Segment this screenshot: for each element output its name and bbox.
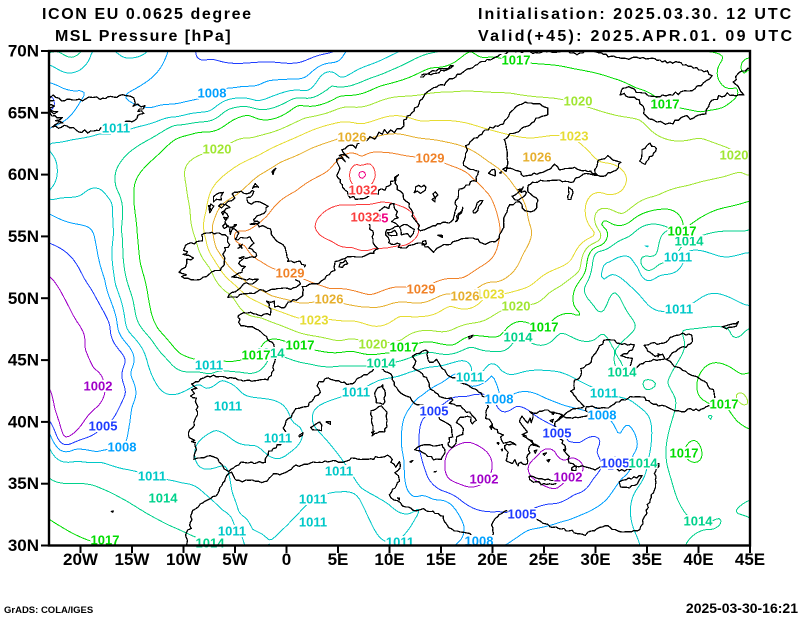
svg-text:1008: 1008 — [198, 86, 227, 101]
svg-text:1017: 1017 — [91, 533, 120, 548]
svg-text:1011: 1011 — [590, 386, 618, 401]
svg-text:30N: 30N — [8, 536, 39, 555]
svg-text:1002: 1002 — [84, 379, 113, 394]
svg-text:20W: 20W — [63, 550, 99, 569]
svg-text:1008: 1008 — [108, 440, 137, 455]
svg-text:50N: 50N — [8, 289, 39, 308]
svg-text:70N: 70N — [8, 42, 39, 61]
svg-text:1011: 1011 — [102, 121, 130, 136]
svg-text:1026: 1026 — [523, 150, 552, 165]
svg-text:5W: 5W — [222, 550, 248, 569]
svg-text:1020: 1020 — [564, 94, 593, 109]
svg-text:45E: 45E — [735, 550, 765, 569]
svg-text:1017: 1017 — [651, 97, 680, 112]
svg-text:1014: 1014 — [675, 234, 705, 249]
svg-text:1029: 1029 — [276, 266, 305, 281]
svg-text:1011: 1011 — [664, 250, 692, 265]
svg-text:40E: 40E — [683, 550, 713, 569]
svg-text:30E: 30E — [580, 550, 610, 569]
svg-text:1029: 1029 — [416, 151, 445, 166]
svg-text:1011: 1011 — [214, 399, 242, 414]
svg-text:65N: 65N — [8, 103, 39, 122]
svg-text:5E: 5E — [328, 550, 349, 569]
svg-text:1014: 1014 — [196, 536, 226, 551]
svg-text:20E: 20E — [477, 550, 507, 569]
svg-text:1011: 1011 — [264, 431, 292, 446]
svg-text:1026: 1026 — [451, 289, 480, 304]
svg-text:1011: 1011 — [299, 492, 327, 507]
svg-text:1020: 1020 — [359, 337, 388, 352]
svg-text:1023: 1023 — [476, 287, 505, 302]
svg-text:15W: 15W — [115, 550, 151, 569]
svg-text:1017: 1017 — [670, 446, 699, 461]
svg-text:1005: 1005 — [543, 426, 572, 441]
svg-text:1014: 1014 — [367, 356, 397, 371]
svg-text:1026: 1026 — [315, 292, 344, 307]
svg-text:1008: 1008 — [588, 408, 617, 423]
svg-text:1011: 1011 — [325, 464, 353, 479]
svg-text:1014: 1014 — [629, 456, 659, 471]
svg-text:0: 0 — [282, 550, 291, 569]
svg-text:1020: 1020 — [502, 299, 531, 314]
svg-text:25E: 25E — [529, 550, 559, 569]
svg-text:1005: 1005 — [89, 419, 118, 434]
svg-text:1017: 1017 — [390, 340, 419, 355]
svg-text:1014: 1014 — [684, 514, 714, 529]
svg-text:40N: 40N — [8, 412, 39, 431]
svg-text:1014: 1014 — [149, 491, 179, 506]
svg-text:1017: 1017 — [286, 338, 315, 353]
svg-text:1011: 1011 — [342, 385, 370, 400]
svg-text:1020: 1020 — [720, 148, 749, 163]
svg-text:1014: 1014 — [504, 330, 534, 345]
svg-text:55N: 55N — [8, 227, 39, 246]
svg-text:1011: 1011 — [195, 358, 223, 373]
svg-text:1008: 1008 — [485, 392, 514, 407]
svg-text:60N: 60N — [8, 165, 39, 184]
svg-text:1005: 1005 — [508, 507, 537, 522]
svg-text:1005: 1005 — [601, 456, 630, 471]
svg-text:1017: 1017 — [530, 320, 559, 335]
svg-text:1017: 1017 — [668, 224, 697, 239]
svg-text:1023: 1023 — [300, 313, 329, 328]
svg-text:1002: 1002 — [470, 472, 499, 487]
svg-text:15E: 15E — [426, 550, 456, 569]
svg-text:1011: 1011 — [299, 515, 327, 530]
svg-text:1002: 1002 — [554, 470, 583, 485]
svg-text:10W: 10W — [166, 550, 202, 569]
svg-text:35N: 35N — [8, 474, 39, 493]
svg-text:45N: 45N — [8, 351, 39, 370]
svg-text:10E: 10E — [374, 550, 404, 569]
svg-text:1011: 1011 — [665, 302, 693, 317]
svg-text:1017: 1017 — [242, 348, 271, 363]
svg-text:1005: 1005 — [420, 404, 449, 419]
svg-text:1014: 1014 — [608, 365, 638, 380]
svg-text:1011: 1011 — [138, 469, 166, 484]
svg-text:1023: 1023 — [560, 129, 589, 144]
svg-text:1011: 1011 — [218, 524, 246, 539]
svg-text:35E: 35E — [632, 550, 662, 569]
svg-text:1017: 1017 — [502, 53, 531, 68]
svg-text:1026: 1026 — [338, 130, 367, 145]
svg-text:1029: 1029 — [407, 282, 436, 297]
svg-text:1017: 1017 — [710, 397, 739, 412]
svg-text:1020: 1020 — [203, 142, 232, 157]
svg-text:1011: 1011 — [456, 370, 484, 385]
svg-text:1032: 1032 — [349, 183, 378, 198]
svg-text:1032: 1032 — [351, 210, 380, 225]
